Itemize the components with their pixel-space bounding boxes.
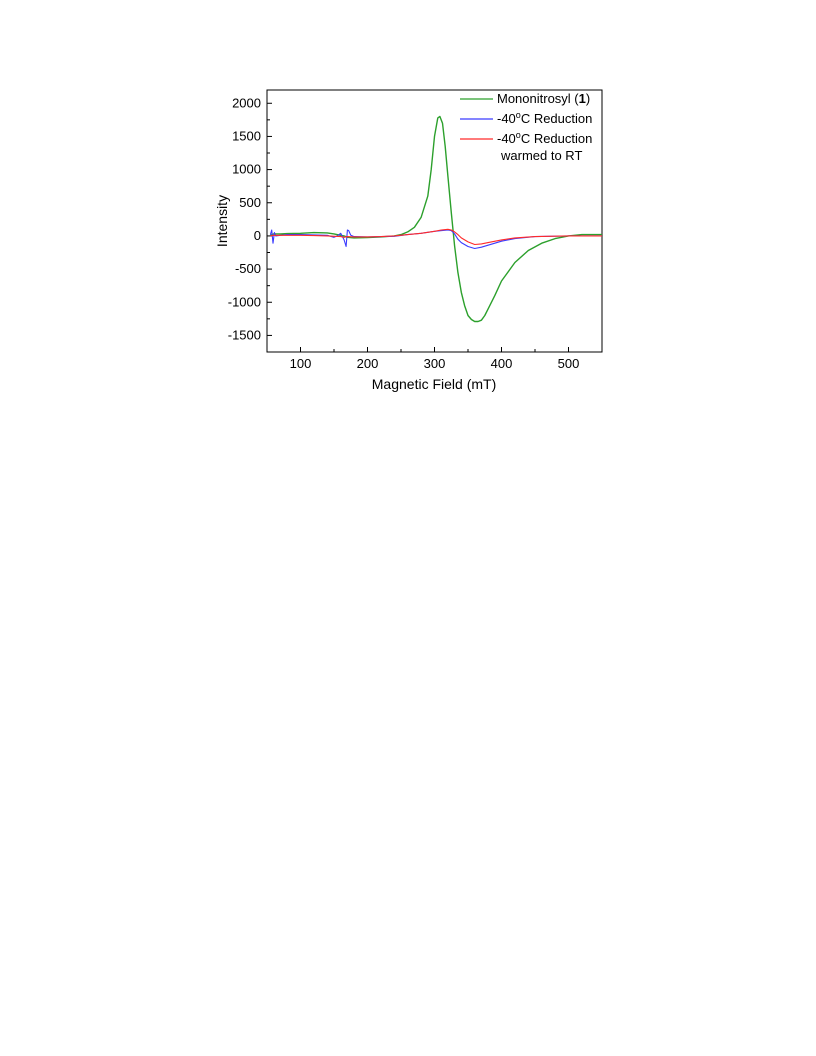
series-line-1 bbox=[270, 115, 602, 323]
x-tick-label: 400 bbox=[491, 356, 513, 371]
y-tick-label: 0 bbox=[254, 228, 261, 243]
x-axis-title: Magnetic Field (mT) bbox=[372, 376, 496, 392]
y-axis-title: Intensity bbox=[214, 195, 230, 247]
plot-frame bbox=[266, 89, 603, 353]
legend-label-3: -40oC Reduction bbox=[497, 130, 592, 146]
legend-label-1: Mononitrosyl (1) bbox=[497, 91, 590, 106]
x-tick-label: 100 bbox=[290, 356, 312, 371]
y-tick-label: 1000 bbox=[232, 162, 261, 177]
series-layer bbox=[269, 115, 602, 323]
legend-label-3-line2: warmed to RT bbox=[500, 148, 582, 163]
x-tick-label: 300 bbox=[424, 356, 446, 371]
y-tick-label: -1500 bbox=[228, 327, 261, 342]
y-tick-label: -500 bbox=[235, 261, 261, 276]
legend-label-2: -40oC Reduction bbox=[497, 110, 592, 126]
x-tick-label: 500 bbox=[558, 356, 580, 371]
y-tick-label: -1000 bbox=[228, 294, 261, 309]
y-tick-label: 2000 bbox=[232, 95, 261, 110]
legend: Mononitrosyl (1) -40oC Reduction -40oC Red… bbox=[460, 91, 592, 163]
y-tick-label: 1500 bbox=[232, 128, 261, 143]
x-axis-ticks: 100 200 300 400 500 bbox=[290, 347, 603, 371]
y-tick-label: 500 bbox=[239, 195, 261, 210]
y-axis-ticks: -1500 -1000 -500 0 500 1000 1500 2000 bbox=[228, 95, 272, 342]
epr-chart: -1500 -1000 -500 0 500 1000 1500 2000 100 200 300… bbox=[214, 89, 603, 392]
series-line-3 bbox=[270, 228, 602, 246]
x-tick-label: 200 bbox=[357, 356, 379, 371]
